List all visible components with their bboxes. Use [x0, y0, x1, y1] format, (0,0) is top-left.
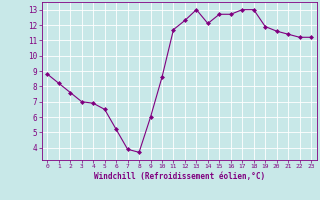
X-axis label: Windchill (Refroidissement éolien,°C): Windchill (Refroidissement éolien,°C) — [94, 172, 265, 181]
